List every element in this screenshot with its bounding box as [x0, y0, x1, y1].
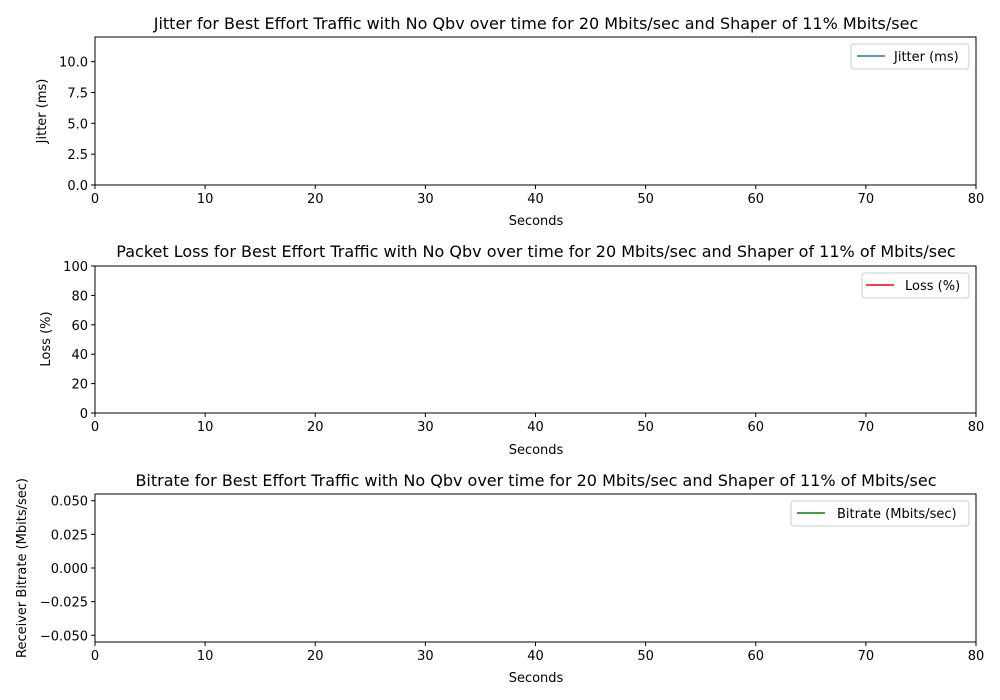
jitter-y-tick-label: 7.5: [67, 87, 88, 102]
loss-x-tick-label: 10: [197, 420, 214, 435]
jitter-y-axis-label: Jitter (ms): [35, 79, 50, 145]
jitter-legend-label: Jitter (ms): [893, 50, 959, 65]
loss-x-tick-label: 20: [307, 420, 324, 435]
jitter-y-ticks: 0.0 2.5 5.0 7.5 10.0: [59, 56, 95, 194]
bitrate-y-axis-label: Receiver Bitrate (Mbits/sec): [15, 478, 30, 658]
jitter-x-tick-label: 10: [197, 192, 214, 207]
bitrate-subplot: Bitrate for Best Effort Traffic with No …: [15, 471, 984, 686]
bitrate-legend-box: [790, 500, 970, 527]
bitrate-x-ticks: 0 10 20 30 40 50 60 70 80: [91, 642, 984, 664]
loss-x-axis-label: Seconds: [509, 443, 564, 458]
loss-x-tick-label: 40: [527, 420, 544, 435]
loss-y-tick-label: 60: [71, 319, 88, 334]
jitter-y-tick-label: 5.0: [67, 117, 88, 132]
loss-legend-box: [861, 272, 970, 299]
loss-x-ticks: 0 10 20 30 40 50 60 70 80: [91, 413, 984, 435]
loss-y-tick-label: 100: [63, 260, 88, 275]
bitrate-x-tick-label: 60: [747, 649, 764, 664]
loss-x-tick-label: 50: [637, 420, 654, 435]
loss-x-tick-label: 80: [968, 420, 985, 435]
jitter-x-tick-label: 80: [968, 192, 985, 207]
loss-y-tick-label: 20: [71, 378, 88, 393]
jitter-x-tick-label: 60: [747, 192, 764, 207]
bitrate-x-tick-label: 10: [197, 649, 214, 664]
loss-legend-label: Loss (%): [905, 279, 960, 294]
bitrate-x-tick-label: 30: [417, 649, 434, 664]
bitrate-y-tick-label: −0.050: [40, 629, 88, 644]
loss-subplot: Packet Loss for Best Effort Traffic with…: [39, 242, 984, 458]
loss-y-tick-label: 0: [80, 407, 88, 422]
jitter-y-tick-label: 0.0: [67, 179, 88, 194]
bitrate-plot-frame: [94, 493, 977, 643]
jitter-x-tick-label: 0: [91, 192, 99, 207]
bitrate-chart-title: Bitrate for Best Effort Traffic with No …: [135, 471, 936, 490]
jitter-x-ticks: 0 10 20 30 40 50 60 70 80: [91, 185, 984, 207]
loss-plot-frame: [94, 265, 977, 414]
jitter-x-tick-label: 50: [637, 192, 654, 207]
bitrate-x-axis-label: Seconds: [509, 671, 564, 686]
loss-y-tick-label: 80: [71, 289, 88, 304]
jitter-subplot: Jitter for Best Effort Traffic with No Q…: [35, 14, 984, 229]
jitter-x-tick-label: 70: [858, 192, 875, 207]
loss-chart-title: Packet Loss for Best Effort Traffic with…: [116, 242, 955, 261]
jitter-x-axis-label: Seconds: [509, 214, 564, 229]
loss-y-ticks: 0 20 40 60 80 100: [63, 260, 95, 422]
loss-y-tick-label: 40: [71, 348, 88, 363]
loss-x-tick-label: 30: [417, 420, 434, 435]
bitrate-y-tick-label: 0.025: [51, 528, 88, 543]
loss-x-tick-label: 60: [747, 420, 764, 435]
jitter-legend-box: [850, 43, 970, 70]
bitrate-x-tick-label: 20: [307, 649, 324, 664]
bitrate-x-tick-label: 40: [527, 649, 544, 664]
bitrate-y-tick-label: −0.025: [40, 596, 88, 611]
bitrate-y-tick-label: 0.050: [51, 495, 88, 510]
jitter-y-tick-label: 10.0: [59, 56, 88, 71]
bitrate-x-tick-label: 80: [968, 649, 985, 664]
bitrate-legend: Bitrate (Mbits/sec): [790, 500, 970, 527]
bitrate-x-tick-label: 0: [91, 649, 99, 664]
loss-x-tick-label: 70: [858, 420, 875, 435]
jitter-x-tick-label: 30: [417, 192, 434, 207]
jitter-x-tick-label: 20: [307, 192, 324, 207]
jitter-chart-title: Jitter for Best Effort Traffic with No Q…: [153, 14, 919, 33]
loss-x-tick-label: 0: [91, 420, 99, 435]
bitrate-y-tick-label: 0.000: [51, 562, 88, 577]
jitter-x-tick-label: 40: [527, 192, 544, 207]
jitter-y-tick-label: 2.5: [67, 148, 88, 163]
bitrate-y-ticks: −0.050 −0.025 0.000 0.025 0.050: [40, 495, 95, 644]
bitrate-legend-label: Bitrate (Mbits/sec): [837, 507, 957, 522]
bitrate-x-tick-label: 70: [858, 649, 875, 664]
loss-legend: Loss (%): [861, 272, 970, 299]
jitter-plot-frame: [94, 36, 977, 186]
jitter-legend: Jitter (ms): [850, 43, 970, 70]
bitrate-x-tick-label: 50: [637, 649, 654, 664]
loss-y-axis-label: Loss (%): [39, 311, 54, 366]
